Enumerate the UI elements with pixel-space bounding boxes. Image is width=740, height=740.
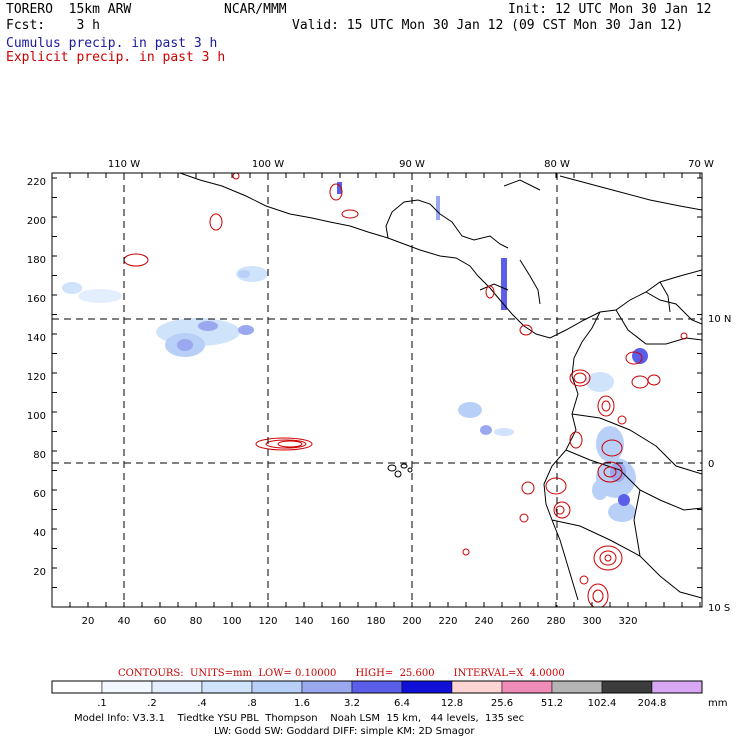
lat-label: 10 N (708, 314, 731, 325)
contours-info: CONTOURS: UNITS=mm LOW= 0.10000 HIGH= 25… (118, 668, 565, 679)
x-tick-label: 240 (474, 616, 493, 627)
colorbar-segment (551, 680, 603, 694)
colorbar-segment (201, 680, 253, 694)
colorbar-segment (651, 680, 703, 694)
colorbar-label: 1.6 (294, 698, 310, 709)
colorbar-segment (601, 680, 653, 694)
colorbar-label: 204.8 (638, 698, 667, 709)
y-tick-label: 60 (33, 489, 46, 500)
y-tick-label: 220 (27, 177, 46, 188)
explicit-precip-contours (123, 173, 688, 607)
x-tick-label: 180 (366, 616, 385, 627)
lat-label: 10 S (708, 603, 730, 614)
colorbar-label: 12.8 (441, 698, 463, 709)
colorbar-segment (51, 680, 103, 694)
colorbar-segment (251, 680, 303, 694)
colorbar-unit: mm (708, 698, 727, 709)
colorbar-label: 51.2 (541, 698, 563, 709)
galapagos-islands (387, 463, 413, 478)
coastlines (179, 173, 702, 601)
lon-label: 90 W (399, 159, 425, 170)
y-tick-label: 40 (33, 528, 46, 539)
y-tick-label: 20 (33, 567, 46, 578)
x-tick-label: 100 (222, 616, 241, 627)
model-name: TORERO 15km ARW (6, 2, 132, 17)
map-content (62, 173, 702, 607)
graticule (52, 173, 702, 607)
lon-label: 100 W (252, 159, 284, 170)
y-tick-label: 180 (27, 255, 46, 266)
colorbar-segment (501, 680, 553, 694)
colorbar-segment (401, 680, 453, 694)
colorbar-segment (101, 680, 153, 694)
init-time: Init: 12 UTC Mon 30 Jan 12 (508, 2, 712, 17)
x-tick-label: 120 (258, 616, 277, 627)
latitude-labels: 10 N 0 10 S (708, 314, 731, 614)
colorbar-label: 25.6 (491, 698, 513, 709)
organization: NCAR/MMM (224, 2, 287, 17)
field-explicit-label: Explicit precip. in past 3 h (6, 50, 226, 65)
cumulus-precip-shading (62, 182, 648, 522)
colorbar-labels: .1 .2 .4 .8 1.6 3.2 6.4 12.8 25.6 51.2 102.4 204.8 (97, 698, 666, 709)
x-tick-label: 20 (82, 616, 95, 627)
colorbar-segment (151, 680, 203, 694)
axis-ticks (51, 173, 702, 608)
model-physics: LW: Godd SW: Goddard DIFF: simple KM: 2D… (214, 726, 475, 737)
colorbar-segment (451, 680, 503, 694)
y-tick-label: 140 (27, 333, 46, 344)
x-tick-label: 200 (402, 616, 421, 627)
x-tick-label: 260 (510, 616, 529, 627)
x-tick-label: 300 (582, 616, 601, 627)
x-tick-label: 280 (546, 616, 565, 627)
colorbar-segment (301, 680, 353, 694)
x-tick-label: 320 (618, 616, 637, 627)
y-tick-label: 100 (27, 411, 46, 422)
field-cumulus-label: Cumulus precip. in past 3 h (6, 36, 218, 51)
lat-label: 0 (708, 459, 714, 470)
x-axis-labels: 20 40 60 80 100 120 140 160 180 200 220 … (82, 616, 638, 627)
forecast-hour: Fcst: 3 h (6, 18, 100, 33)
x-tick-label: 80 (190, 616, 203, 627)
colorbar-label: .1 (97, 698, 107, 709)
colorbar-label: .4 (197, 698, 207, 709)
colorbar (51, 680, 703, 694)
colorbar-segment (351, 680, 403, 694)
colorbar-label: 6.4 (394, 698, 410, 709)
x-tick-label: 220 (438, 616, 457, 627)
y-tick-label: 120 (27, 372, 46, 383)
map-frame (51, 172, 703, 608)
model-info: Model Info: V3.3.1 Tiedtke YSU PBL Thomp… (74, 713, 524, 724)
colorbar-label: 3.2 (344, 698, 360, 709)
lon-label: 80 W (544, 159, 570, 170)
colorbar-label: .2 (147, 698, 157, 709)
x-tick-label: 60 (154, 616, 167, 627)
y-tick-label: 80 (33, 450, 46, 461)
y-tick-label: 200 (27, 216, 46, 227)
colorbar-label: 102.4 (588, 698, 617, 709)
x-tick-label: 160 (330, 616, 349, 627)
x-tick-label: 40 (118, 616, 131, 627)
colorbar-frame (51, 680, 703, 694)
lon-label: 70 W (688, 159, 714, 170)
y-tick-label: 160 (27, 294, 46, 305)
x-tick-label: 140 (294, 616, 313, 627)
y-axis-labels: 220 200 180 160 140 120 100 80 60 40 20 (27, 177, 46, 578)
valid-time: Valid: 15 UTC Mon 30 Jan 12 (09 CST Mon … (292, 18, 684, 33)
longitude-labels: 110 W 100 W 90 W 80 W 70 W (108, 159, 714, 170)
lon-label: 110 W (108, 159, 140, 170)
colorbar-label: .8 (247, 698, 257, 709)
